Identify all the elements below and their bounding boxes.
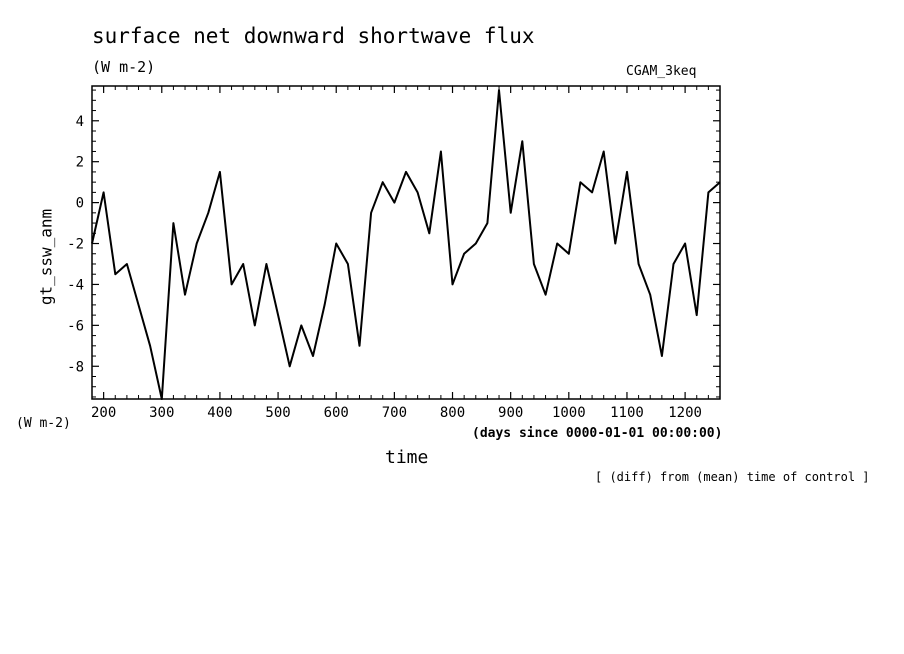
x-tick-label: 1100 (610, 405, 644, 421)
x-tick-label: 300 (149, 405, 174, 421)
y-tick-label: -8 (67, 359, 84, 375)
chart-title: surface net downward shortwave flux (92, 24, 535, 48)
x-axis-label: time (385, 447, 429, 468)
x-tick-label: 400 (207, 405, 232, 421)
y-tick-label: -2 (67, 237, 84, 253)
x-tick-label: 700 (382, 405, 407, 421)
case-label: CGAM_3keq (626, 64, 697, 79)
footnote: [ (diff) from (mean) time of control ] (595, 470, 870, 484)
chart-units-label: (W m-2) (92, 58, 156, 76)
x-tick-label: 1200 (668, 405, 702, 421)
x-axis-units: (days since 0000-01-01 00:00:00) (472, 426, 723, 441)
plot-frame (91, 85, 721, 400)
x-tick-label: 600 (324, 405, 349, 421)
x-tick-label: 500 (265, 405, 290, 421)
x-tick-label: 200 (91, 405, 116, 421)
y-tick-label: 0 (76, 196, 84, 212)
y-tick-label: 2 (76, 155, 84, 171)
y-tick-label: 4 (76, 114, 84, 130)
y-tick-label: -6 (67, 318, 84, 334)
y-axis-units: (W m-2) (16, 416, 71, 431)
series-line-0 (91, 89, 721, 400)
x-tick-label: 800 (440, 405, 465, 421)
x-tick-label: 1000 (552, 405, 586, 421)
y-tick-label: -4 (67, 277, 84, 293)
x-tick-label: 900 (498, 405, 523, 421)
